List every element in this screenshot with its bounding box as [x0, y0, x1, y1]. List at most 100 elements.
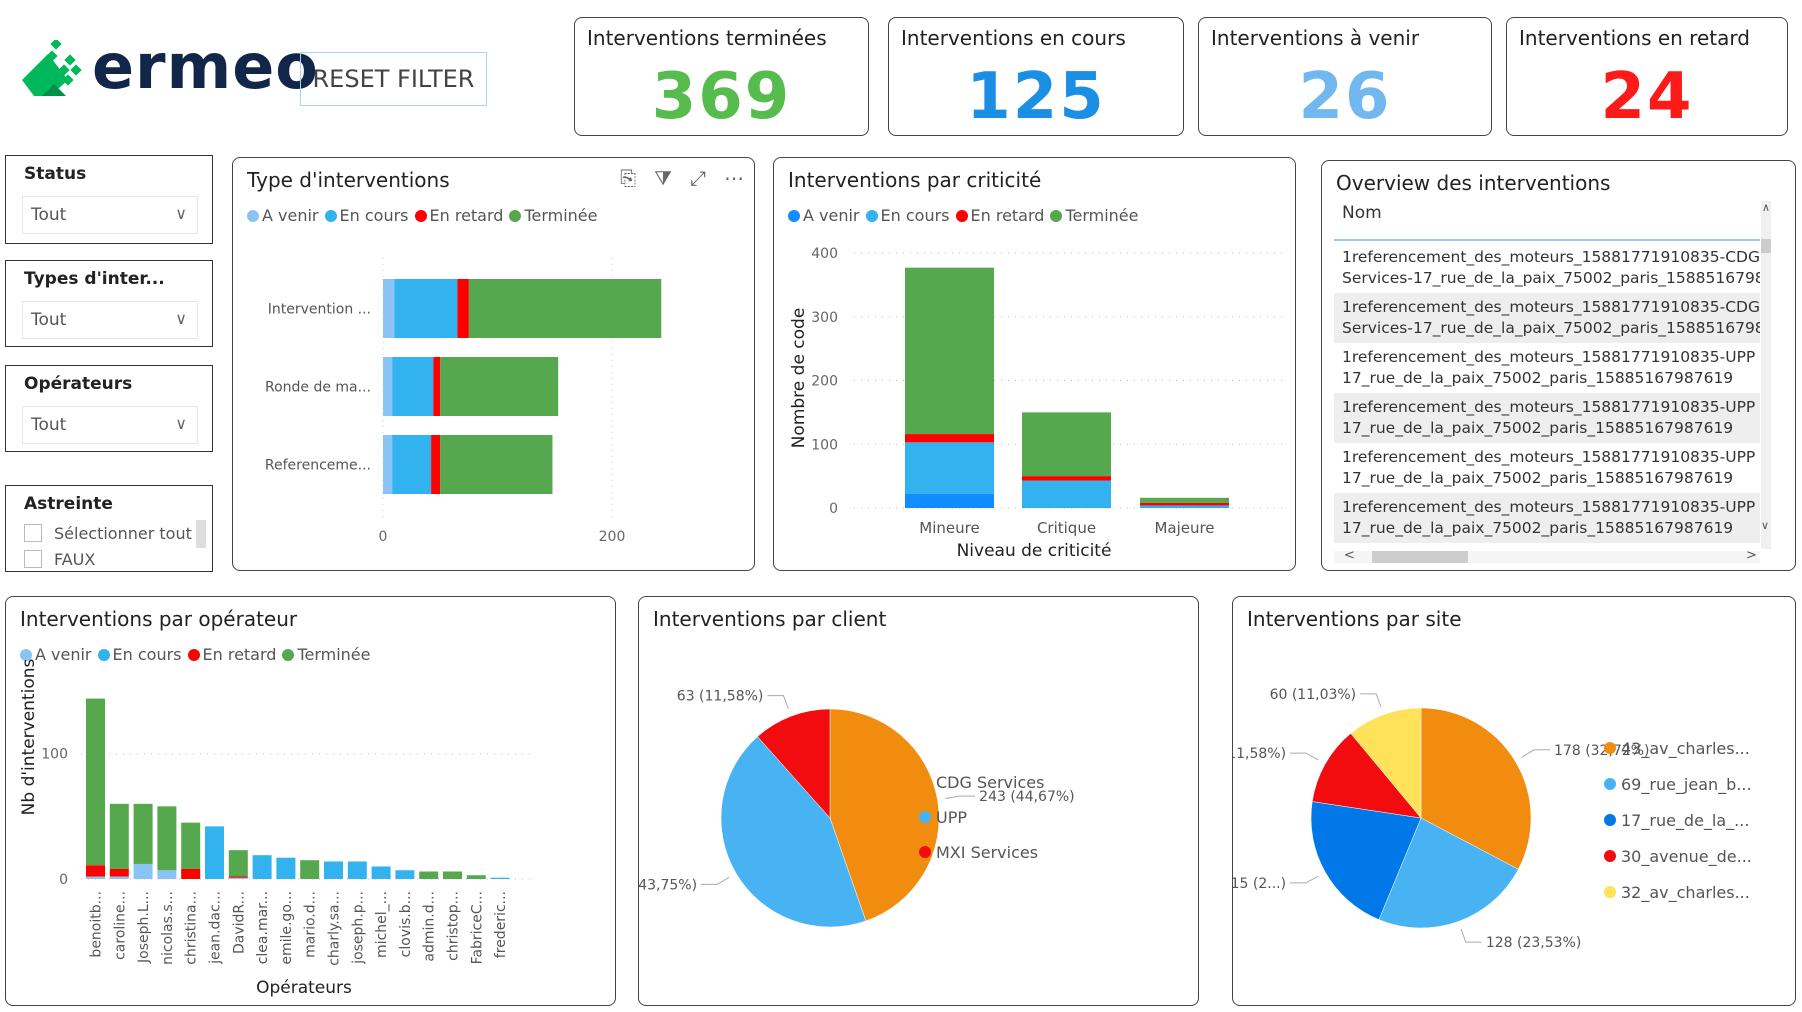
bar-segment	[383, 357, 393, 416]
y-tick-label: 0	[59, 872, 68, 888]
legend-item[interactable]: A venir	[20, 645, 92, 664]
bar-segment	[1140, 502, 1229, 506]
data-label: 115 (2...)	[1233, 876, 1286, 892]
legend-item[interactable]: En retard	[414, 206, 503, 225]
cell-text: 1referencement_des_moteurs_1588177191083…	[1342, 298, 1760, 316]
copy-icon[interactable]: ⎘	[620, 166, 637, 190]
kpi-value: 369	[651, 60, 792, 134]
x-category-label: charly.sa...	[327, 891, 343, 966]
slicer-title: Opérateurs	[24, 374, 133, 394]
scroll-right-icon[interactable]: >	[1746, 548, 1757, 563]
checkbox-faux[interactable]: FAUX	[24, 550, 95, 569]
bar-segment	[157, 806, 177, 871]
table-row[interactable]: 1referencement_des_moteurs_1588177191083…	[1334, 493, 1760, 543]
x-category-label: Majeure	[1154, 519, 1214, 537]
vertical-scrollbar[interactable]: ∧ ∨	[1761, 201, 1771, 549]
more-options-icon[interactable]: ⋯	[724, 166, 744, 190]
x-category-label: emile.go...	[279, 891, 295, 965]
bar-segment	[300, 860, 320, 879]
scroll-down-icon[interactable]: ∨	[1761, 519, 1770, 532]
x-category-label: frederic...	[493, 891, 509, 958]
scrollbar-thumb[interactable]	[1761, 239, 1771, 253]
data-label: 238 (43,75%)	[639, 877, 697, 893]
visual-header-icons: ⎘ ⧩ ⤢ ⋯	[620, 166, 744, 190]
y-category-label: Ronde de ma...	[265, 380, 371, 396]
horizontal-scrollbar[interactable]: < >	[1334, 548, 1760, 563]
x-category-label: DavidR...	[231, 891, 247, 954]
legend-label: UPP	[936, 808, 967, 827]
data-label: 63 (11,58%)	[677, 689, 764, 705]
scrollbar[interactable]	[196, 520, 206, 548]
kpi-a-venir: Interventions à venir 26	[1198, 17, 1492, 136]
legend-label: 43_av_charles...	[1621, 739, 1750, 759]
legend-item[interactable]: Terminée	[282, 645, 371, 664]
leader-line	[701, 876, 730, 885]
scrollbar-thumb[interactable]	[1372, 551, 1468, 563]
legend-label: Terminée	[524, 206, 598, 225]
bar-segment	[440, 435, 553, 494]
legend-item[interactable]: En retard	[955, 206, 1044, 225]
bar-segment	[905, 434, 994, 443]
legend-label: 69_rue_jean_b...	[1621, 775, 1752, 795]
table-title: Overview des interventions	[1336, 171, 1611, 195]
bar-segment	[905, 493, 994, 508]
legend-dot-icon	[187, 649, 200, 661]
checkbox-select-all[interactable]: Sélectionner tout	[24, 524, 192, 543]
chart-title: Interventions par opérateur	[20, 607, 298, 631]
chart-legend: A venir En cours En retard Terminée	[788, 206, 1139, 225]
cell-text: 1referencement_des_moteurs_1588177191083…	[1342, 348, 1756, 366]
kpi-en-retard: Interventions en retard 24	[1506, 17, 1788, 136]
legend-item[interactable]: En retard	[187, 645, 276, 664]
leader-line	[1290, 875, 1319, 884]
legend-label: 32_av_charles...	[1621, 883, 1750, 903]
bar-segment	[109, 876, 129, 879]
table-row[interactable]: 1referencement_des_moteurs_1588177191083…	[1334, 243, 1760, 293]
bar-segment	[252, 855, 272, 879]
legend-item[interactable]: En cours	[324, 206, 409, 225]
scroll-left-icon[interactable]: <	[1344, 548, 1355, 563]
bar-segment	[1022, 480, 1111, 508]
legend-item[interactable]: En cours	[865, 206, 950, 225]
x-tick-label: 0	[379, 529, 388, 545]
bar-segment	[490, 877, 510, 879]
legend-label: 17_rue_de_la_...	[1621, 811, 1749, 831]
focus-mode-icon[interactable]: ⤢	[690, 166, 706, 190]
pie-slice	[1350, 707, 1422, 819]
legend-dot-icon	[788, 210, 800, 222]
legend-item[interactable]: Terminée	[509, 206, 598, 225]
table-row[interactable]: 1referencement_des_moteurs_1588177191083…	[1334, 343, 1760, 393]
bar-segment	[468, 279, 662, 338]
filter-icon[interactable]: ⧩	[654, 166, 672, 190]
legend-item[interactable]: A venir	[247, 206, 319, 225]
column-header-nom[interactable]: Nom	[1342, 203, 1382, 223]
bar-segment	[905, 442, 994, 494]
bar-segment	[86, 876, 105, 879]
y-tick-label: 400	[811, 246, 838, 262]
chart-operateur: Interventions par opérateur A venir En co…	[5, 596, 616, 1006]
table-row[interactable]: 1referencement_des_moteurs_1588177191083…	[1334, 393, 1760, 443]
leader-line	[1460, 928, 1482, 943]
legend-item[interactable]: En cours	[97, 645, 182, 664]
operateurs-dropdown[interactable]: Tout ∨	[22, 406, 198, 444]
legend-item[interactable]: A venir	[788, 206, 860, 225]
data-label: 178 (32,72%)	[1554, 743, 1649, 759]
legend-dot-icon	[414, 210, 427, 222]
kpi-label: Interventions en cours	[901, 26, 1126, 50]
table-row[interactable]: 1referencement_des_moteurs_1588177191083…	[1334, 443, 1760, 493]
scroll-up-icon[interactable]: ∧	[1761, 201, 1771, 214]
bar-segment	[457, 279, 469, 338]
cell-text: 17_rue_de_la_paix_75002_paris_1588516798…	[1342, 419, 1734, 437]
legend-dot-icon	[1604, 850, 1616, 862]
table-row[interactable]: 1referencement_des_moteurs_1588177191083…	[1334, 293, 1760, 343]
checkbox-label: FAUX	[54, 550, 96, 569]
pie-slice	[1311, 733, 1422, 819]
bar-segment	[392, 357, 434, 416]
legend-item[interactable]: Terminée	[1050, 206, 1139, 225]
bar-segment	[394, 279, 458, 338]
slicer-operateurs: Opérateurs Tout ∨	[5, 365, 213, 452]
header-underline	[1334, 239, 1760, 241]
status-dropdown[interactable]: Tout ∨	[22, 196, 198, 234]
types-dropdown[interactable]: Tout ∨	[22, 301, 198, 339]
y-tick-label: 300	[811, 310, 838, 326]
reset-filter-button[interactable]: RESET FILTER	[300, 52, 487, 106]
